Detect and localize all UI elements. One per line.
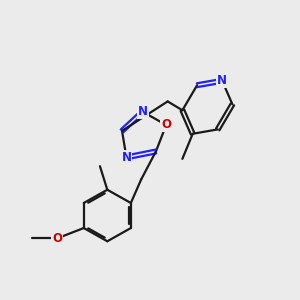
Text: N: N [138, 105, 148, 118]
Text: O: O [52, 232, 62, 245]
Text: O: O [161, 118, 171, 131]
Text: N: N [217, 74, 227, 87]
Text: N: N [122, 151, 131, 164]
